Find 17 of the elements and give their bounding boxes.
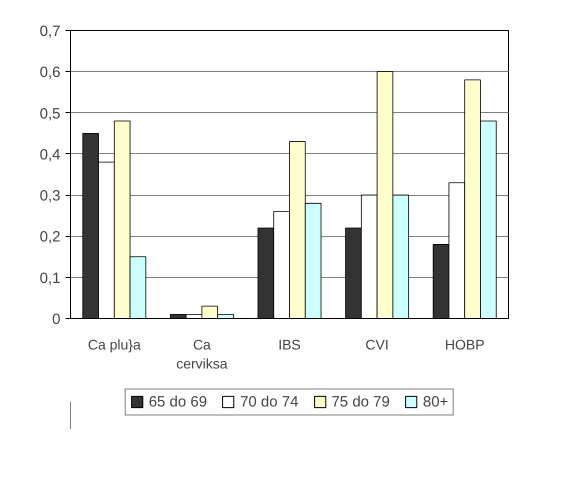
legend-label: 65 do 69 (148, 393, 208, 410)
x-tick-label: CVI (365, 336, 389, 352)
legend-label: 70 do 74 (240, 393, 298, 410)
y-tick-label: 0,5 (40, 105, 61, 122)
x-tick-label: IBS (278, 336, 301, 352)
y-tick-label: 0,3 (40, 188, 61, 205)
x-tick-label: HOBP (444, 336, 485, 352)
x-tick-label: Ca plu}a (88, 336, 141, 352)
y-tick-label: 0 (52, 311, 60, 328)
y-tick-label: 0,4 (40, 146, 61, 164)
y-tick-label: 0,6 (40, 64, 61, 82)
x-tick-label: Ca cerviksa (176, 336, 228, 372)
legend-label: 75 do 79 (331, 393, 390, 410)
y-tick-label: 0,1 (40, 270, 61, 287)
legend-label: 80+ (422, 393, 448, 410)
y-tick-label: 0,2 (40, 228, 61, 246)
y-tick-label: 0,7 (40, 23, 61, 40)
